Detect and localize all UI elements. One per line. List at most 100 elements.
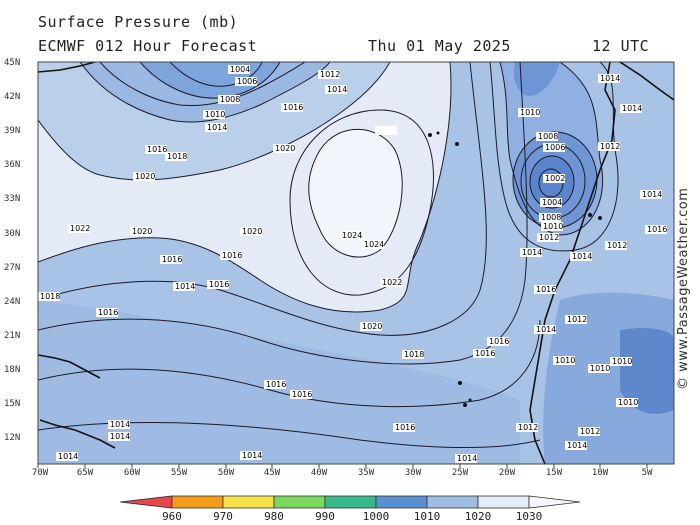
lon-label: 45W	[263, 468, 281, 478]
lat-label: 45N	[4, 58, 21, 68]
label-box: 1004	[228, 65, 250, 74]
subtropical-high-core	[308, 129, 403, 258]
map-area: 1004 1006 1008 1010 1014 1016 1014 1012 …	[38, 62, 674, 464]
colorbar	[119, 495, 581, 509]
svg-text:1016: 1016	[536, 285, 556, 294]
coast-caribbean	[38, 354, 101, 379]
colorbar-label: 980	[264, 510, 284, 523]
svg-text:1008: 1008	[541, 213, 561, 222]
canaries	[588, 213, 592, 217]
colorbar-end	[528, 495, 581, 509]
isobar-1016	[38, 62, 528, 365]
isobar-1010-e	[499, 62, 604, 236]
svg-text:1010: 1010	[590, 364, 610, 373]
lon-label: 55W	[170, 468, 188, 478]
svg-text:1014: 1014	[175, 282, 195, 291]
svg-text:1016: 1016	[266, 380, 286, 389]
svg-text:1014: 1014	[242, 451, 262, 460]
svg-text:1016: 1016	[647, 225, 667, 234]
lon-label: 60W	[123, 468, 141, 478]
svg-text:1016: 1016	[162, 255, 182, 264]
lon-label: 50W	[217, 468, 235, 478]
svg-text:1012: 1012	[567, 315, 587, 324]
svg-text:1020: 1020	[132, 227, 152, 236]
svg-text:1014: 1014	[572, 252, 592, 261]
lon-label: 70W	[31, 468, 49, 478]
isobar-1020	[38, 62, 452, 313]
svg-text:1016: 1016	[283, 103, 303, 112]
svg-text:1014: 1014	[622, 104, 642, 113]
svg-text:1014: 1014	[110, 432, 130, 441]
svg-text:1002: 1002	[545, 174, 565, 183]
colorbar-1030	[477, 495, 530, 509]
colorbar-label: 1030	[515, 510, 543, 523]
svg-text:1012: 1012	[539, 233, 559, 242]
svg-text:1014: 1014	[327, 85, 347, 94]
lon-label: 25W	[451, 468, 469, 478]
isobar-1016-n	[38, 62, 391, 181]
coast-south-america	[39, 419, 116, 449]
colorbar-960	[119, 495, 173, 509]
isobar-1008-n	[169, 62, 263, 87]
svg-text:1016: 1016	[209, 280, 229, 289]
isobar-1014-n	[79, 62, 331, 123]
axis-ticks	[37, 464, 648, 468]
lon-label: 40W	[310, 468, 328, 478]
svg-text:1012: 1012	[607, 241, 627, 250]
svg-text:1016: 1016	[292, 390, 312, 399]
svg-text:1014: 1014	[58, 452, 78, 461]
model-label: ECMWF 012 Hour Forecast	[38, 37, 258, 55]
svg-text:1018: 1018	[404, 350, 424, 359]
islands	[428, 131, 602, 407]
svg-text:1024: 1024	[364, 240, 384, 249]
lat-label: 30N	[4, 229, 21, 239]
colorbar-label: 970	[213, 510, 233, 523]
svg-text:1020: 1020	[362, 322, 382, 331]
svg-text:1022: 1022	[70, 224, 90, 233]
lat-label: 12N	[4, 433, 21, 443]
lat-label: 24N	[4, 297, 21, 307]
svg-text:1016: 1016	[222, 251, 242, 260]
colorbar-1010	[375, 495, 428, 509]
lat-label: 42N	[4, 92, 21, 102]
lon-label: 10W	[591, 468, 609, 478]
svg-text:1010: 1010	[555, 356, 575, 365]
svg-text:1004: 1004	[230, 65, 250, 74]
forecast-time: 12 UTC	[592, 37, 650, 55]
africa-low-core	[620, 328, 674, 414]
svg-text:1010: 1010	[612, 357, 632, 366]
isobar-1024	[308, 128, 403, 258]
lon-label: 35W	[357, 468, 375, 478]
svg-text:1012: 1012	[600, 142, 620, 151]
svg-text:1008: 1008	[220, 95, 240, 104]
svg-text:1020: 1020	[242, 227, 262, 236]
colorbar-label: 990	[315, 510, 335, 523]
svg-text:1010: 1010	[520, 108, 540, 117]
svg-text:1014: 1014	[536, 325, 556, 334]
svg-text:1008: 1008	[538, 132, 558, 141]
colorbar-1000	[324, 495, 377, 509]
svg-text:1014: 1014	[110, 420, 130, 429]
svg-text:1016: 1016	[395, 423, 415, 432]
svg-text:1018: 1018	[40, 292, 60, 301]
map-frame	[37, 61, 675, 465]
svg-text:1018: 1018	[167, 152, 187, 161]
lat-label: 36N	[4, 160, 21, 170]
lon-label: 65W	[76, 468, 94, 478]
svg-text:1014: 1014	[600, 74, 620, 83]
svg-text:1016: 1016	[489, 337, 509, 346]
copyright-text: © www.PassageWeather.com	[676, 187, 691, 390]
colorbar-1020	[426, 495, 479, 509]
lon-label: 20W	[498, 468, 516, 478]
cape-verde	[458, 381, 462, 385]
lat-label: 33N	[4, 194, 21, 204]
colorbar-label: 1010	[413, 510, 441, 523]
svg-text:1012: 1012	[580, 427, 600, 436]
forecast-date: Thu 01 May 2025	[368, 37, 511, 55]
isobar-1022	[289, 109, 434, 296]
svg-text:1006: 1006	[237, 77, 257, 86]
lat-label: 27N	[4, 263, 21, 273]
svg-text:1014: 1014	[567, 441, 587, 450]
colorbar-label: 1000	[362, 510, 390, 523]
